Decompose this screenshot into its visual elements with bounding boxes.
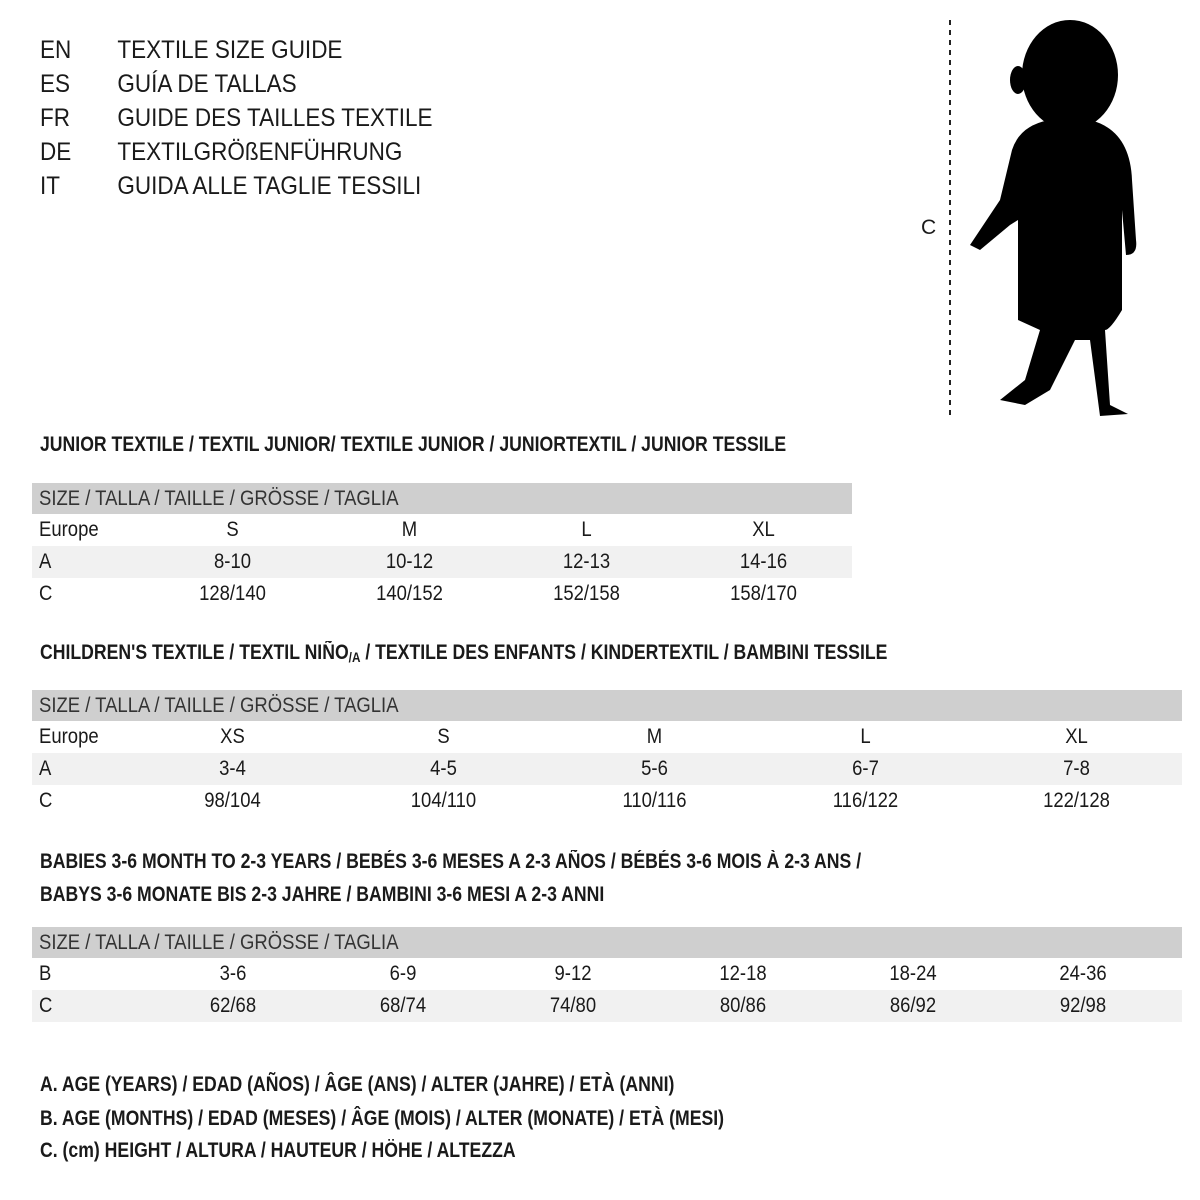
legend-note-a: A. AGE (YEARS) / EDAD (AÑOS) / ÂGE (ANS)… bbox=[40, 1073, 675, 1096]
table-row: Europe S M L XL bbox=[39, 518, 775, 541]
table-row: C 62/68 68/74 74/80 80/86 86/92 92/98 bbox=[32, 990, 1182, 1022]
junior-size-table: SIZE / TALLA / TAILLE / GRÖSSE / TAGLIA … bbox=[32, 483, 852, 610]
lang-line-en: EN TEXTILE SIZE GUIDE bbox=[40, 36, 343, 64]
babies-section-title-line2: BABYS 3-6 MONATE BIS 2-3 JAHRE / BAMBINI… bbox=[40, 883, 605, 906]
lang-line-it: IT GUIDA ALLE TAGLIE TESSILI bbox=[40, 172, 422, 200]
table-header: SIZE / TALLA / TAILLE / GRÖSSE / TAGLIA bbox=[32, 483, 852, 514]
table-row: B 3-6 6-9 9-12 12-18 18-24 24-36 bbox=[39, 962, 1107, 985]
lang-line-de: DE TEXTILGRÖßENFÜHRUNG bbox=[40, 138, 403, 166]
table-row: Europe XS S M L XL bbox=[39, 725, 1088, 748]
table-header: SIZE / TALLA / TAILLE / GRÖSSE / TAGLIA bbox=[32, 927, 1182, 958]
height-measure-label: C bbox=[921, 216, 937, 239]
table-row: C 98/104 104/110 110/116 116/122 122/128 bbox=[39, 789, 1110, 812]
lang-line-fr: FR GUIDE DES TAILLES TEXTILE bbox=[40, 104, 433, 132]
legend-note-b: B. AGE (MONTHS) / EDAD (MESES) / ÂGE (MO… bbox=[40, 1107, 725, 1130]
baby-silhouette-figure: C bbox=[900, 10, 1160, 420]
table-row: C 128/140 140/152 152/158 158/170 bbox=[39, 582, 797, 605]
baby-silhouette-icon bbox=[949, 20, 1137, 416]
children-size-table: SIZE / TALLA / TAILLE / GRÖSSE / TAGLIA … bbox=[32, 690, 1182, 817]
table-row: A 3-4 4-5 5-6 6-7 7-8 bbox=[32, 753, 1182, 785]
junior-section-title: JUNIOR TEXTILE / TEXTIL JUNIOR/ TEXTILE … bbox=[40, 433, 787, 456]
table-header: SIZE / TALLA / TAILLE / GRÖSSE / TAGLIA bbox=[32, 690, 1182, 721]
legend-note-c: C. (cm) HEIGHT / ALTURA / HAUTEUR / HÖHE… bbox=[40, 1139, 516, 1162]
babies-size-table: SIZE / TALLA / TAILLE / GRÖSSE / TAGLIA … bbox=[32, 927, 1182, 1022]
children-section-title: CHILDREN'S TEXTILE / TEXTIL NIÑO/A / TEX… bbox=[40, 641, 888, 665]
babies-section-title-line1: BABIES 3-6 MONTH TO 2-3 YEARS / BEBÉS 3-… bbox=[40, 850, 862, 873]
lang-line-es: ES GUÍA DE TALLAS bbox=[40, 70, 297, 98]
table-row: A 8-10 10-12 12-13 14-16 bbox=[32, 546, 852, 578]
